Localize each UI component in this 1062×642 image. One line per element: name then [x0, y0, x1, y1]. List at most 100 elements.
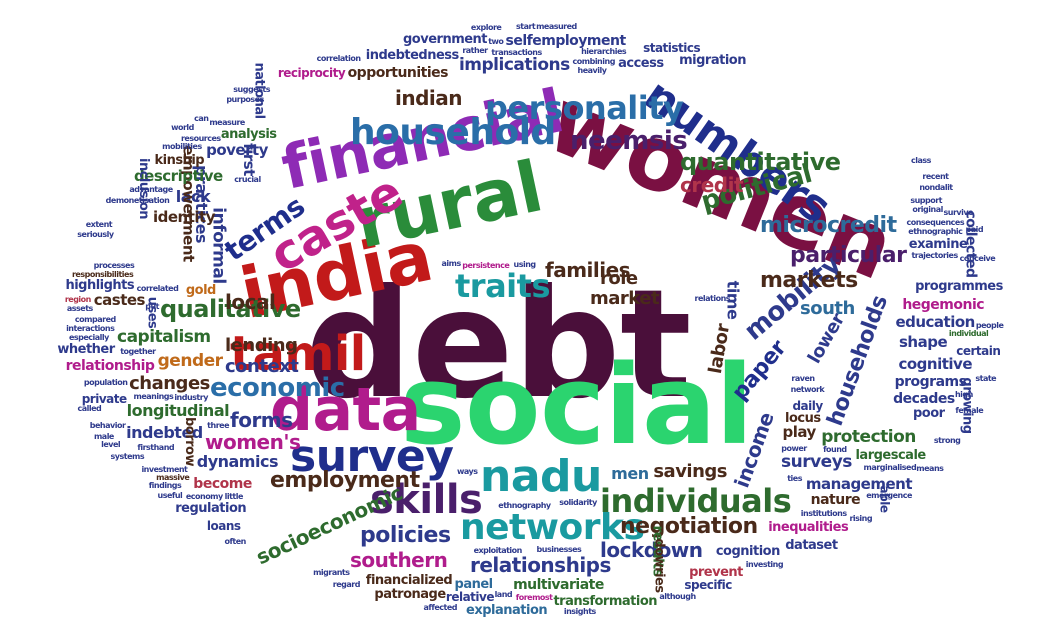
word-extent: extent: [85, 219, 113, 229]
word-high: high: [954, 389, 973, 399]
word-private: private: [81, 391, 127, 406]
word-ethnographic: ethnographic: [908, 227, 963, 237]
word-qualitative: qualitative: [160, 295, 301, 323]
word-policies: policies: [360, 523, 451, 548]
word-measure: measure: [209, 117, 245, 127]
word-programmes: programmes: [915, 279, 1003, 295]
word-dataset: dataset: [785, 537, 838, 553]
word-useful: useful: [157, 490, 183, 500]
word-inequalities: inequalities: [768, 520, 849, 536]
word-ties: ties: [787, 474, 802, 484]
word-lockdown: lockdown: [600, 538, 703, 562]
word-poverty: poverty: [206, 141, 268, 160]
word-prevent: prevent: [689, 564, 743, 580]
word-employment: employment: [270, 468, 420, 493]
word-migrants: migrants: [313, 567, 350, 577]
word-strong: strong: [933, 435, 961, 445]
word-negotiation: negotiation: [620, 514, 758, 539]
word-explanation: explanation: [466, 602, 548, 618]
word-can: can: [194, 113, 209, 123]
word-credit: credit: [680, 173, 744, 197]
word-systems: systems: [110, 451, 145, 461]
word-paid: paid: [965, 225, 984, 235]
word-hierarchies: hierarchies: [581, 47, 627, 57]
word-networks: networks: [460, 507, 645, 548]
word-called: called: [77, 404, 102, 414]
word-families: families: [545, 258, 631, 282]
word-indian: indian: [395, 86, 463, 110]
word-cognitive: cognitive: [898, 355, 973, 374]
word-able: able: [877, 485, 892, 513]
word-institutions: institutions: [800, 509, 847, 519]
word-shape: shape: [898, 333, 948, 352]
word-start: start: [515, 22, 536, 32]
word-insights: insights: [563, 607, 596, 617]
word-consequences: consequences: [906, 217, 965, 227]
word-financialized: financialized: [365, 573, 453, 589]
word-state: state: [975, 373, 997, 383]
word-play: play: [782, 423, 817, 442]
word-marginalised: marginalised: [863, 462, 917, 472]
word-economy: economy: [185, 492, 223, 502]
word-solidarity: solidarity: [559, 498, 597, 508]
word-put: put: [145, 302, 159, 312]
word-transformation: transformation: [553, 593, 658, 609]
word-become: become: [193, 476, 252, 493]
word-traits: traits: [455, 267, 550, 305]
word-hegemonic: hegemonic: [902, 297, 985, 314]
word-regard: regard: [332, 579, 361, 589]
word-heavily: heavily: [577, 66, 607, 76]
word-gold: gold: [185, 282, 217, 298]
word-individual: individual: [948, 328, 989, 338]
word-social: social: [400, 341, 753, 469]
word-statistics: statistics: [643, 41, 701, 56]
word-world: world: [171, 122, 194, 132]
word-dynamics: dynamics: [196, 451, 279, 471]
word-lower: lower: [803, 310, 849, 368]
word-suggests: suggests: [233, 85, 270, 95]
word-neemsis: neemsis: [570, 126, 688, 156]
word-two: two: [488, 37, 504, 47]
word-level: level: [101, 440, 121, 450]
word-poor: poor: [912, 406, 945, 421]
word-investment: investment: [141, 464, 188, 474]
word-population: population: [83, 377, 128, 387]
word-certain: certain: [956, 344, 1001, 359]
word-using: using: [513, 259, 537, 269]
word-daily: daily: [792, 399, 823, 414]
word-especially: especially: [68, 332, 109, 342]
word-relative: relative: [445, 590, 495, 605]
word-survey: survey: [290, 431, 454, 482]
word-processes: processes: [93, 261, 135, 271]
word-role: role: [600, 268, 638, 289]
word-kinship: kinship: [154, 152, 205, 168]
word-men: men: [611, 464, 649, 484]
word-women-s: women's: [205, 430, 301, 454]
word-exploitation: exploitation: [473, 545, 523, 555]
word-regulation: regulation: [175, 500, 247, 516]
word-female: female: [955, 405, 984, 415]
word-locus: locus: [785, 411, 821, 427]
word-descriptive: descriptive: [133, 166, 223, 185]
word-first: first: [239, 143, 258, 176]
word-recent: recent: [922, 172, 949, 182]
word-nondalit: nondalit: [919, 182, 953, 192]
word-dowries: dowries: [651, 538, 667, 593]
word-patronage: patronage: [374, 587, 446, 603]
word-longitudinal: longitudinal: [126, 400, 230, 420]
word-particular: particular: [790, 243, 907, 268]
word-persistence: persistence: [462, 260, 510, 270]
word-identity: identity: [152, 207, 216, 226]
word-firsthand: firsthand: [137, 442, 175, 452]
word-microcredit: microcredit: [760, 213, 897, 238]
word-three: three: [207, 421, 229, 431]
word-original: original: [912, 205, 943, 215]
word-whether: whether: [57, 341, 115, 357]
word-region: region: [64, 294, 92, 304]
word-although: although: [659, 592, 696, 602]
word-education: education: [895, 312, 975, 331]
word-programs: programs: [894, 373, 967, 390]
word-lack: lack: [175, 187, 211, 207]
word-survive: survive: [943, 208, 973, 218]
word-multivariate: multivariate: [513, 576, 604, 593]
